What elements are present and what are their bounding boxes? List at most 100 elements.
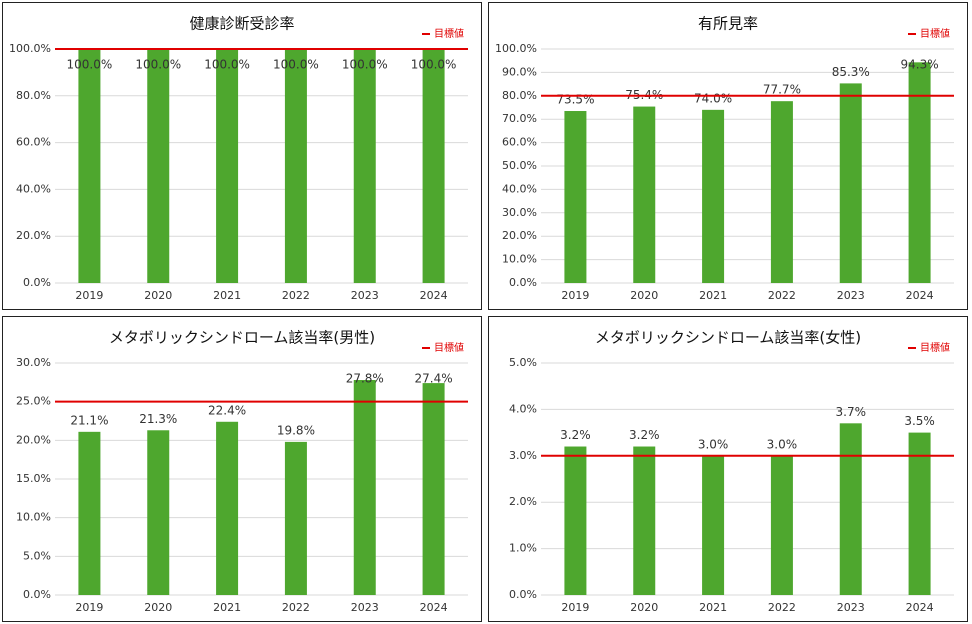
y-tick-label: 4.0% bbox=[509, 402, 537, 415]
x-tick-label: 2024 bbox=[420, 601, 448, 614]
chart-title: メタボリックシンドローム該当率(女性) bbox=[595, 329, 861, 347]
value-label: 19.8% bbox=[277, 423, 315, 437]
x-tick-label: 2020 bbox=[144, 601, 172, 614]
y-tick-label: 2.0% bbox=[509, 495, 537, 508]
y-tick-label: 40.0% bbox=[502, 182, 537, 195]
x-tick-label: 2019 bbox=[561, 289, 589, 302]
y-tick-label: 3.0% bbox=[509, 449, 537, 462]
x-tick-label: 2020 bbox=[630, 289, 658, 302]
y-tick-label: 80.0% bbox=[502, 89, 537, 102]
y-tick-label: 100.0% bbox=[495, 42, 537, 55]
y-tick-label: 50.0% bbox=[502, 159, 537, 172]
value-label: 27.8% bbox=[346, 372, 384, 386]
x-tick-label: 2023 bbox=[351, 601, 379, 614]
x-tick-label: 2020 bbox=[630, 601, 658, 614]
x-tick-label: 2022 bbox=[282, 289, 310, 302]
y-tick-label: 5.0% bbox=[509, 356, 537, 369]
value-label: 3.5% bbox=[904, 414, 935, 428]
chart-panel: 有所見率 0.0% 10.0% 20.0% 30.0% 40.0% 50.0% 60.0% 70… bbox=[488, 2, 968, 310]
value-label: 85.3% bbox=[832, 65, 870, 79]
x-tick-label: 2021 bbox=[699, 601, 727, 614]
x-tick-label: 2023 bbox=[351, 289, 379, 302]
x-tick-label: 2024 bbox=[906, 601, 934, 614]
x-tick-label: 2022 bbox=[768, 289, 796, 302]
panel-border bbox=[2, 316, 482, 622]
y-tick-label: 40.0% bbox=[16, 182, 51, 195]
value-label: 100.0% bbox=[135, 58, 181, 72]
value-label: 100.0% bbox=[273, 58, 319, 72]
y-tick-label: 5.0% bbox=[23, 549, 51, 562]
y-tick-label: 10.0% bbox=[502, 253, 537, 266]
chart-panel: メタボリックシンドローム該当率(女性) 0.0% 1.0% 2.0% 3.0% 4.0% 5… bbox=[488, 316, 968, 622]
legend-label: 目標値 bbox=[434, 27, 464, 40]
value-label: 27.4% bbox=[415, 372, 453, 386]
bar bbox=[147, 430, 170, 595]
y-tick-label: 0.0% bbox=[509, 588, 537, 601]
y-tick-label: 25.0% bbox=[16, 395, 51, 408]
bar bbox=[702, 109, 725, 283]
value-label: 100.0% bbox=[411, 58, 457, 72]
y-tick-label: 10.0% bbox=[16, 511, 51, 524]
y-tick-label: 20.0% bbox=[16, 229, 51, 242]
value-label: 3.7% bbox=[836, 405, 867, 419]
value-label: 21.3% bbox=[139, 412, 177, 426]
bar bbox=[284, 49, 307, 283]
legend-label: 目標値 bbox=[434, 341, 464, 354]
y-tick-label: 80.0% bbox=[16, 89, 51, 102]
y-tick-label: 15.0% bbox=[16, 472, 51, 485]
value-label: 100.0% bbox=[204, 58, 250, 72]
chart-panel: 健康診断受診率 0.0% 20.0% 40.0% 60.0% 80.0% 100.0% 201… bbox=[2, 2, 482, 310]
legend-label: 目標値 bbox=[920, 27, 950, 40]
y-tick-label: 100.0% bbox=[9, 42, 51, 55]
y-tick-label: 60.0% bbox=[16, 136, 51, 149]
x-tick-label: 2019 bbox=[75, 601, 103, 614]
bar bbox=[422, 383, 445, 595]
bar bbox=[216, 421, 239, 595]
bar bbox=[353, 380, 376, 595]
x-tick-label: 2019 bbox=[561, 601, 589, 614]
chart-panel: メタボリックシンドローム該当率(男性) 0.0% 5.0% 10.0% 15.0% 20.… bbox=[2, 316, 482, 622]
y-tick-label: 0.0% bbox=[23, 276, 51, 289]
y-tick-label: 20.0% bbox=[16, 433, 51, 446]
chart-title: メタボリックシンドローム該当率(男性) bbox=[109, 329, 375, 347]
y-tick-label: 90.0% bbox=[502, 65, 537, 78]
bar bbox=[216, 49, 239, 283]
value-label: 77.7% bbox=[763, 83, 801, 97]
value-label: 73.5% bbox=[556, 93, 594, 107]
y-tick-label: 0.0% bbox=[23, 588, 51, 601]
value-label: 3.0% bbox=[767, 437, 798, 451]
y-tick-label: 0.0% bbox=[509, 276, 537, 289]
bar bbox=[564, 446, 587, 595]
y-tick-label: 30.0% bbox=[16, 356, 51, 369]
bar bbox=[839, 83, 862, 283]
y-tick-label: 30.0% bbox=[502, 206, 537, 219]
bar bbox=[147, 49, 170, 283]
x-tick-label: 2022 bbox=[282, 601, 310, 614]
legend-label: 目標値 bbox=[920, 341, 950, 354]
value-label: 3.2% bbox=[629, 428, 660, 442]
bar bbox=[422, 49, 445, 283]
x-tick-label: 2020 bbox=[144, 289, 172, 302]
x-tick-label: 2023 bbox=[837, 289, 865, 302]
x-tick-label: 2024 bbox=[906, 289, 934, 302]
value-label: 100.0% bbox=[342, 58, 388, 72]
bar bbox=[78, 49, 101, 283]
value-label: 3.2% bbox=[560, 428, 591, 442]
bar bbox=[908, 62, 931, 284]
bar bbox=[770, 101, 793, 283]
bar bbox=[839, 423, 862, 595]
value-label: 3.0% bbox=[698, 437, 729, 451]
y-tick-label: 1.0% bbox=[509, 542, 537, 555]
value-label: 21.1% bbox=[70, 413, 108, 427]
x-tick-label: 2023 bbox=[837, 601, 865, 614]
y-tick-label: 70.0% bbox=[502, 112, 537, 125]
bar bbox=[702, 455, 725, 595]
x-tick-label: 2022 bbox=[768, 601, 796, 614]
bar bbox=[908, 432, 931, 595]
x-tick-label: 2021 bbox=[213, 601, 241, 614]
value-label: 100.0% bbox=[67, 58, 113, 72]
bar bbox=[633, 106, 656, 284]
x-tick-label: 2021 bbox=[699, 289, 727, 302]
x-tick-label: 2019 bbox=[75, 289, 103, 302]
